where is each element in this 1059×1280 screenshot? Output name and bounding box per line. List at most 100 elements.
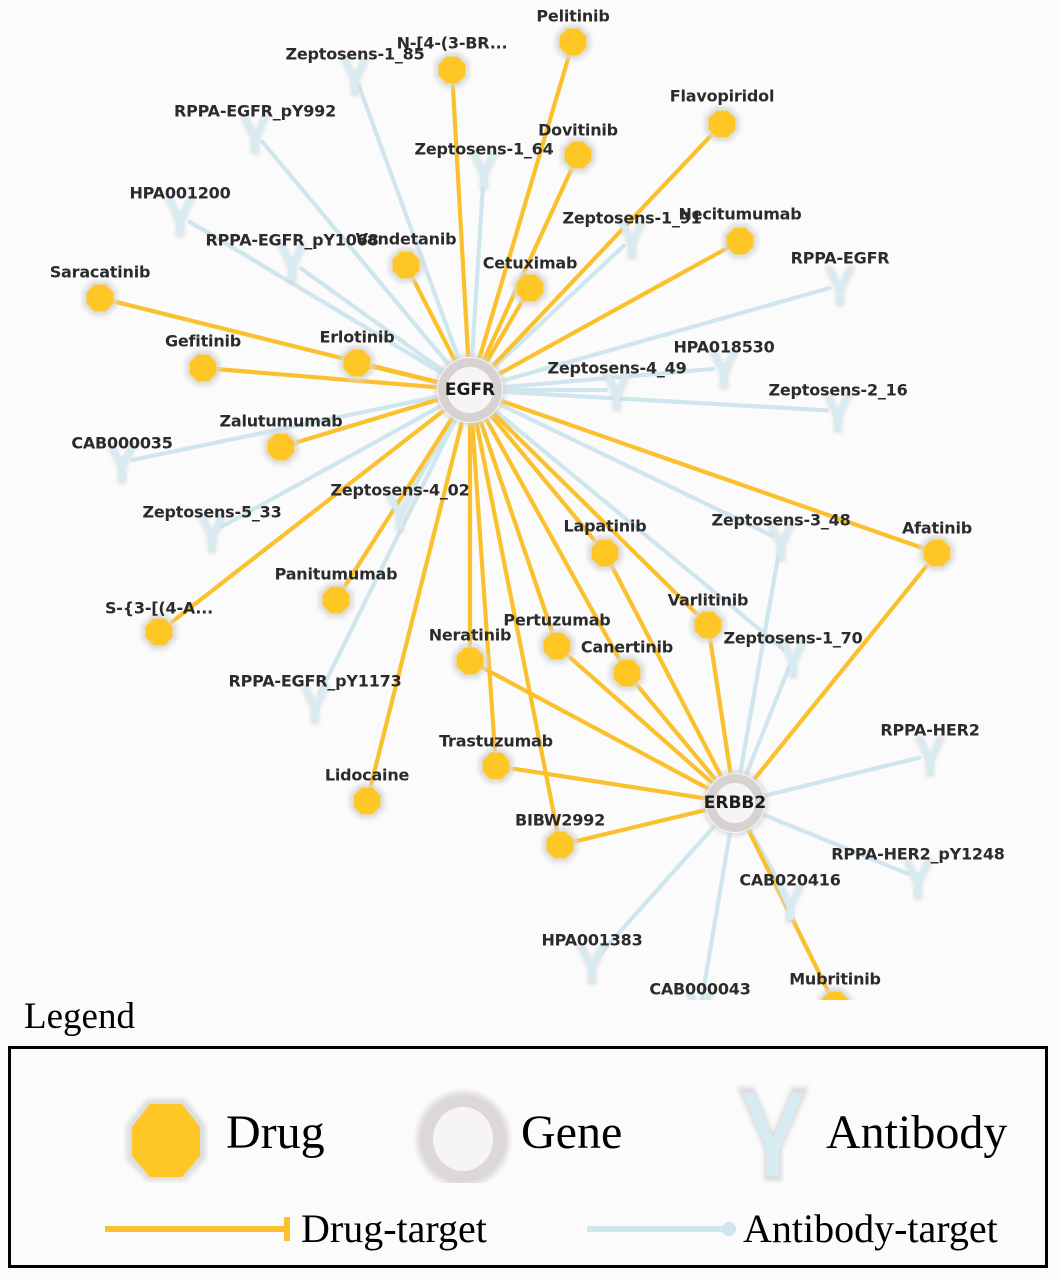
legend-box: Drug Gene Antib (8, 1046, 1048, 1268)
legend-item-drug-target: Drug-target (101, 1209, 583, 1249)
drug-target-edge (607, 560, 725, 781)
drug-node[interactable] (322, 586, 350, 614)
antibody-node[interactable] (342, 59, 368, 93)
antibody-target-edge (760, 755, 922, 799)
drug-node[interactable] (267, 433, 295, 461)
antibody-node[interactable] (471, 153, 497, 187)
antibody-target-edge (259, 139, 453, 369)
antibody-target-edge (187, 219, 446, 377)
network-canvas[interactable]: Zeptosens-1_85 RPPA-EGFR_pY992 Zeptosens-1… (0, 0, 1059, 1000)
legend-item-drug: Drug (106, 1083, 406, 1183)
antibody-node[interactable] (687, 994, 713, 1000)
donut-circle-icon (416, 1091, 510, 1183)
drug-node[interactable] (591, 539, 619, 567)
drug-node[interactable] (613, 659, 641, 687)
drug-node[interactable] (456, 647, 484, 675)
antibody-node[interactable] (619, 222, 645, 256)
drug-target-edge (495, 244, 733, 378)
drug-target-edge (480, 162, 576, 364)
legend-item-antibody-target: Antibody-target (583, 1209, 998, 1249)
nodes-layer[interactable] (82, 24, 955, 1000)
drug-node[interactable] (343, 349, 371, 377)
antibody-target-edge (219, 402, 445, 529)
drug-target-edge (367, 417, 465, 793)
antibody-target-edge (317, 415, 459, 696)
antibody-node[interactable] (604, 374, 630, 408)
drug-node[interactable] (923, 539, 951, 567)
drug-target-edge (450, 78, 471, 362)
drug-target-edge (408, 272, 458, 365)
drug-target-edge (631, 679, 720, 784)
drug-node[interactable] (708, 110, 736, 138)
antibody-target-edge (758, 811, 910, 876)
drug-node[interactable] (482, 752, 510, 780)
edges-layer (108, 50, 933, 1000)
antibody-node[interactable] (302, 687, 328, 721)
drug-target-edge (750, 559, 933, 784)
legend-title: Legend (24, 996, 135, 1037)
antibody-node[interactable] (579, 947, 605, 981)
drug-target-edge-icon (105, 1217, 290, 1241)
dot-cap-icon (722, 1222, 736, 1236)
drug-node[interactable] (543, 632, 571, 660)
drug-target-edge (497, 398, 929, 552)
legend-item-antibody: Antibody (721, 1081, 1007, 1186)
antibody-node[interactable] (825, 395, 851, 429)
drug-node[interactable] (145, 618, 173, 646)
drug-target-edge (339, 414, 456, 593)
antibody-node[interactable] (387, 495, 413, 529)
antibody-target-edge (298, 266, 447, 375)
drug-target-edge (487, 411, 601, 547)
drug-target-edge (165, 406, 448, 628)
gene-node-inner (448, 368, 492, 412)
antibody-node[interactable] (711, 352, 737, 386)
antibody-node[interactable] (279, 246, 305, 280)
drug-node[interactable] (564, 141, 592, 169)
antibody-target-edge-icon (587, 1222, 736, 1236)
drug-node[interactable] (86, 284, 114, 312)
antibody-node[interactable] (768, 524, 794, 558)
drug-target-edge (477, 664, 713, 792)
gene-node-ring (706, 774, 764, 832)
antibody-node[interactable] (109, 446, 135, 480)
antibody-target-edge (699, 828, 733, 1000)
drug-target-edge (473, 418, 560, 837)
drug-node[interactable] (392, 251, 420, 279)
drug-target-edge (482, 415, 624, 666)
drug-target-edge (365, 363, 442, 385)
antibody-target-edge (743, 665, 792, 780)
antibody-target-edge (469, 177, 486, 362)
drug-node[interactable] (821, 991, 849, 1000)
drug-node[interactable] (726, 227, 754, 255)
gene-node-label: ERBB2 (703, 793, 767, 813)
drug-node[interactable] (559, 28, 587, 56)
drug-target-edge (489, 129, 717, 370)
drug-target-edge (211, 366, 442, 390)
antibody-node[interactable] (917, 739, 943, 773)
drug-target-edge (477, 417, 556, 638)
drug-node[interactable] (516, 274, 544, 302)
antibody-node[interactable] (905, 862, 931, 896)
drug-target-edge (289, 396, 443, 446)
gene-node-inner (716, 784, 754, 822)
antibody-node[interactable] (827, 269, 853, 303)
legend-item-gene: Gene (406, 1083, 721, 1183)
drug-node[interactable] (189, 354, 217, 382)
antibody-node[interactable] (777, 886, 803, 920)
network-graph-svg[interactable] (0, 0, 1059, 1000)
drug-target-edge (476, 50, 572, 363)
drug-target-edge (483, 295, 527, 366)
drug-node[interactable] (438, 56, 466, 84)
antibody-node[interactable] (242, 117, 268, 151)
drug-target-edge (489, 409, 703, 620)
drug-node[interactable] (546, 831, 574, 859)
antibody-target-edge (491, 407, 787, 653)
antibody-node[interactable] (780, 641, 806, 675)
drug-node[interactable] (694, 611, 722, 639)
antibody-target-edge (356, 83, 462, 363)
antibody-node[interactable] (199, 516, 225, 550)
drug-target-edge (568, 807, 710, 845)
antibody-node[interactable] (167, 200, 193, 234)
drug-node[interactable] (353, 787, 381, 815)
